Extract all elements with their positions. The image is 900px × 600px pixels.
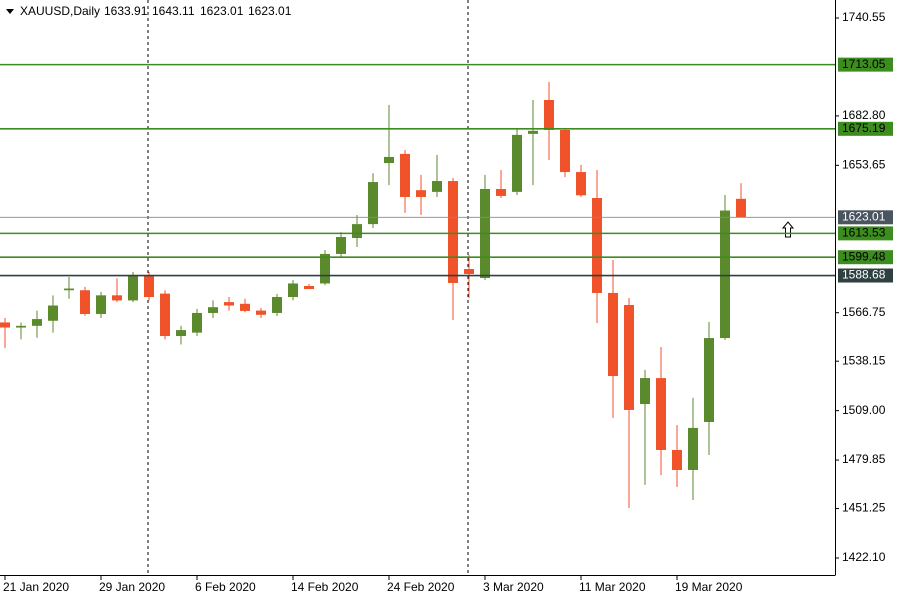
level-label-box — [838, 268, 893, 283]
x-tick-label: 24 Feb 2020 — [387, 580, 455, 594]
candle-body — [32, 319, 42, 326]
level-label: 1613.53 — [842, 226, 886, 240]
candle-body — [512, 134, 522, 192]
candle-body — [48, 305, 58, 321]
candle-body — [208, 307, 218, 313]
y-tick-label: 1509.00 — [842, 403, 886, 417]
candle-body — [64, 288, 74, 291]
level-label: 1588.68 — [842, 268, 886, 282]
candle-body — [432, 181, 442, 192]
candle-body — [656, 378, 666, 450]
level-label: 1675.19 — [842, 121, 886, 135]
candle-body — [352, 224, 362, 239]
candle-body — [624, 304, 634, 410]
candle-body — [672, 449, 682, 470]
candle-body — [320, 253, 330, 284]
candle-body — [544, 99, 554, 130]
candle-body — [576, 172, 586, 196]
candle-body — [288, 283, 298, 298]
candle-body — [592, 197, 602, 293]
x-tick-label: 29 Jan 2020 — [99, 580, 165, 594]
candle-body — [736, 198, 746, 218]
ohlc-close: 1623.01 — [248, 4, 292, 18]
y-tick-label: 1451.25 — [842, 501, 886, 515]
y-tick-label: 1479.85 — [842, 452, 886, 466]
candle-body — [464, 269, 474, 274]
candle-body — [528, 130, 538, 134]
level-label: 1713.05 — [842, 57, 886, 71]
level-label: 1599.48 — [842, 249, 886, 263]
menu-triangle — [6, 9, 14, 14]
ohlc-high: 1643.11 — [152, 4, 195, 18]
y-tick-label: 1740.55 — [842, 10, 886, 24]
ohlc-low: 1623.01 — [200, 4, 244, 18]
y-tick-label: 1653.65 — [842, 158, 886, 172]
candle-body — [688, 427, 698, 470]
candle-body — [272, 297, 282, 313]
level-label-box — [838, 226, 893, 241]
candle-body — [0, 322, 10, 328]
plot — [0, 82, 746, 508]
candle-body — [144, 274, 154, 298]
level-label-box — [838, 121, 893, 136]
x-tick-label: 11 Mar 2020 — [579, 580, 646, 594]
candle-body — [112, 295, 122, 301]
x-tick-label: 3 Mar 2020 — [483, 580, 544, 594]
y-tick-label: 1422.10 — [842, 550, 886, 564]
price-label-box — [838, 210, 893, 225]
candle-body — [416, 190, 426, 197]
candle-body — [704, 338, 714, 422]
candle-body — [176, 330, 186, 337]
x-tick-label: 19 Mar 2020 — [675, 580, 743, 594]
candle-body — [640, 378, 650, 405]
candle-body — [336, 236, 346, 254]
candle-body — [384, 156, 394, 164]
level-label-box — [838, 250, 893, 265]
level-label-box — [838, 57, 893, 72]
x-tick-label: 6 Feb 2020 — [195, 580, 256, 594]
candle-body — [128, 275, 138, 301]
ohlc-open: 1633.91 — [104, 4, 148, 18]
candle-body — [80, 290, 90, 314]
candle-body — [400, 153, 410, 197]
y-tick-label: 1682.80 — [842, 108, 886, 122]
candle-body — [16, 325, 26, 328]
candle-body — [96, 295, 106, 314]
candle-body — [224, 302, 234, 306]
candle-body — [160, 293, 170, 337]
candle-body — [192, 312, 202, 333]
candle-body — [240, 303, 250, 311]
candle-body — [256, 310, 266, 315]
candle-body — [560, 129, 570, 173]
candle-body — [448, 181, 458, 283]
candle-body — [368, 182, 378, 225]
price-label: 1623.01 — [842, 209, 886, 223]
candle-body — [304, 285, 314, 290]
y-tick-label: 1538.15 — [842, 353, 886, 367]
candle-body — [608, 292, 618, 377]
y-tick-label: 1566.75 — [842, 305, 886, 319]
symbol: XAUUSD,Daily — [20, 4, 100, 18]
x-tick-label: 21 Jan 2020 — [3, 580, 69, 594]
x-tick-label: 14 Feb 2020 — [291, 580, 359, 594]
candle-body — [720, 210, 730, 339]
candle-body — [496, 189, 506, 196]
